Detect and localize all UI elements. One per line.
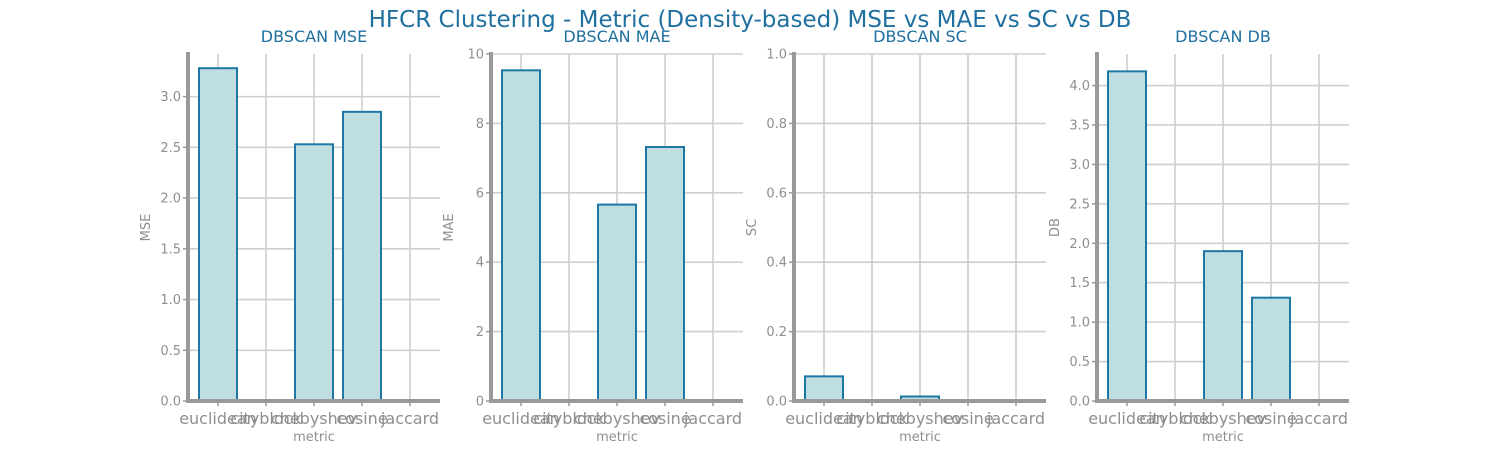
subplot-title: DBSCAN MSE (261, 27, 367, 46)
y-tick-label: 0.8 (766, 117, 787, 132)
bar-chebyshev (1203, 250, 1243, 402)
y-tick-label: 1.5 (1069, 276, 1090, 291)
subplot-title: DBSCAN SC (873, 27, 967, 46)
y-tick-label: 1.5 (160, 242, 181, 257)
x-tick-label: cityblock (836, 409, 908, 428)
x-axis-label: metric (293, 430, 335, 445)
bar-chebyshev (294, 143, 334, 402)
y-tick-label: 0.5 (1069, 355, 1090, 370)
bar-cosine (342, 110, 382, 402)
y-tick-label: 0.5 (160, 344, 181, 359)
bar-euclidean (804, 375, 844, 403)
x-tick-label: chebyshev (877, 409, 963, 428)
y-tick-label: 1.0 (1069, 316, 1090, 331)
x-tick-label: chebyshev (271, 409, 357, 428)
y-tick-label: 4.0 (1069, 79, 1090, 94)
y-tick-label: 0.0 (766, 395, 787, 410)
y-tick-label: 3.0 (160, 90, 181, 105)
y-tick-label: 3.5 (1069, 118, 1090, 133)
x-tick-label: euclidean (785, 409, 863, 428)
x-axis-label: metric (1202, 430, 1244, 445)
bar-cosine (1251, 296, 1291, 402)
x-tick-label: cosine (1245, 409, 1296, 428)
chart-panels: 0.00.51.01.52.02.53.0euclideancityblockc… (139, 27, 1349, 445)
y-tick-label: 10 (467, 48, 484, 63)
x-axis-label: metric (596, 430, 638, 445)
chart-panel-db: 0.0 0.5 1.0 1.5 2.0 2.5 3.0 3.5 4.0 euclideancity… (1048, 27, 1349, 445)
y-tick-label: 2.0 (1069, 237, 1090, 252)
y-tick-label: 2.5 (1069, 197, 1090, 212)
y-tick-label: 0.6 (766, 186, 787, 201)
y-tick-label: 0.4 (766, 256, 787, 271)
x-tick-label: chebyshev (1180, 409, 1266, 428)
bar-chebyshev (597, 203, 637, 402)
y-tick-label: 4 (476, 256, 484, 271)
y-tick-label: 0.2 (766, 325, 787, 340)
y-tick-label: 6 (476, 186, 484, 201)
subplot-title: DBSCAN DB (1175, 27, 1271, 46)
y-axis-label: MAE (442, 213, 457, 241)
y-tick-label: 0 (476, 395, 484, 410)
x-tick-label: jaccard (683, 409, 742, 428)
y-axis-label: MSE (139, 214, 154, 242)
y-tick-label: 1.0 (766, 48, 787, 63)
bar-cosine (645, 145, 685, 402)
y-tick-label: 0.0 (1069, 395, 1090, 410)
bar-euclidean (198, 67, 238, 402)
chart-panel-sc: 0.0 0.2 0.4 0.6 0.8 1.0 euclideancityblockcheb… (745, 27, 1046, 445)
x-tick-label: jaccard (986, 409, 1045, 428)
x-tick-label: cosine (336, 409, 387, 428)
bar-euclidean (1107, 70, 1147, 402)
y-axis-label: DB (1048, 218, 1063, 237)
x-tick-label: euclidean (1088, 409, 1166, 428)
bar-euclidean (501, 69, 541, 403)
subplot-title: DBSCAN MAE (563, 27, 670, 46)
x-tick-label: euclidean (482, 409, 560, 428)
y-axis-label: SC (745, 219, 760, 236)
x-tick-label: jaccard (380, 409, 439, 428)
y-tick-label: 3.0 (1069, 158, 1090, 173)
chart-panel-mae: 0 2 4 6 8 10 euclideancityblockchebyshevcosine… (442, 27, 743, 445)
x-tick-label: chebyshev (574, 409, 660, 428)
y-tick-label: 8 (476, 117, 484, 132)
y-tick-label: 1.0 (160, 293, 181, 308)
x-tick-label: cityblock (1139, 409, 1211, 428)
chart-panel-mse: 0.00.51.01.52.02.53.0euclideancityblockc… (139, 27, 440, 445)
x-tick-label: cosine (639, 409, 690, 428)
y-tick-label: 2 (476, 325, 484, 340)
x-tick-label: cityblock (230, 409, 302, 428)
x-tick-label: euclidean (179, 409, 257, 428)
y-tick-label: 0.0 (160, 395, 181, 410)
x-tick-label: cityblock (533, 409, 605, 428)
y-tick-label: 2.0 (160, 192, 181, 207)
x-tick-label: cosine (942, 409, 993, 428)
x-tick-label: jaccard (1289, 409, 1348, 428)
x-axis-label: metric (899, 430, 941, 445)
y-tick-label: 2.5 (160, 141, 181, 156)
figure-title: HFCR Clustering - Metric (Density-based)… (369, 7, 1132, 33)
